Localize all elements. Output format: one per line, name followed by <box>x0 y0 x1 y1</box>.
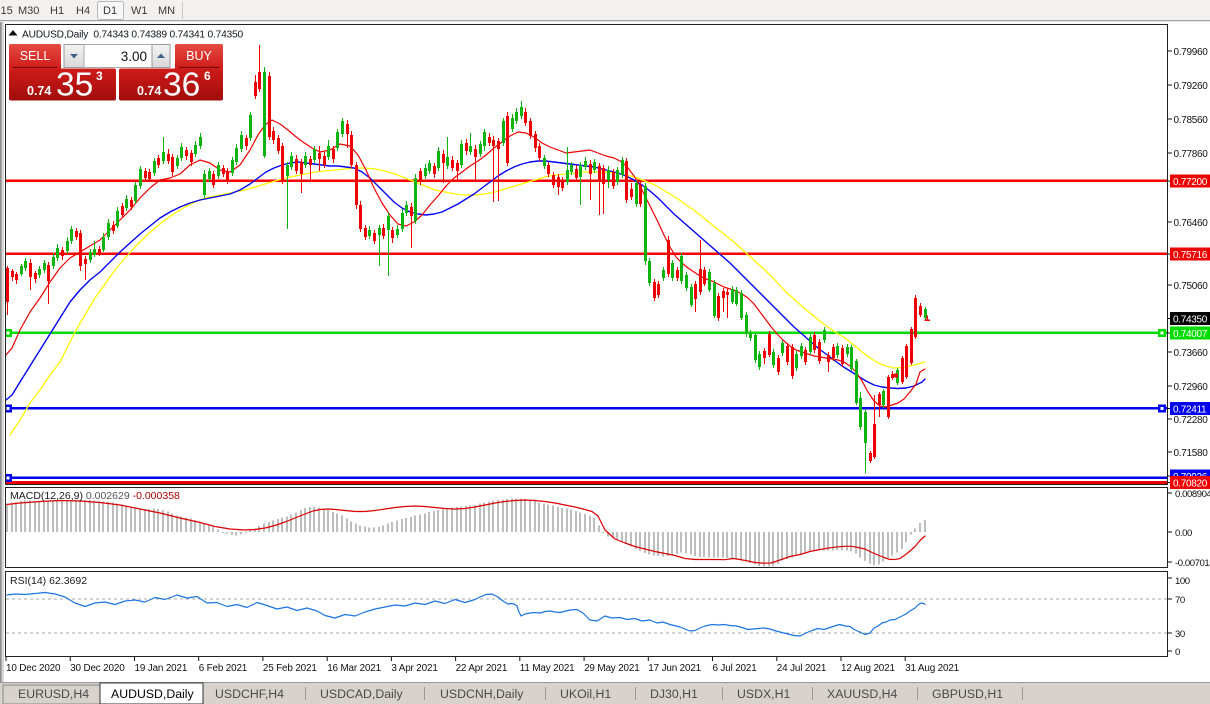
svg-text:0.74007: 0.74007 <box>1173 329 1208 340</box>
svg-text:RSI(14) 62.3692: RSI(14) 62.3692 <box>10 575 87 587</box>
svg-text:15: 15 <box>1 5 13 17</box>
svg-text:AUDUSD,Daily: AUDUSD,Daily <box>111 687 195 701</box>
svg-text:0.71580: 0.71580 <box>1174 448 1209 459</box>
svg-text:3 Apr 2021: 3 Apr 2021 <box>391 663 438 674</box>
svg-text:35: 35 <box>56 67 93 104</box>
svg-text:25 Feb 2021: 25 Feb 2021 <box>263 663 317 674</box>
svg-text:0.75716: 0.75716 <box>1173 250 1208 261</box>
svg-text:H1: H1 <box>50 5 64 17</box>
svg-text:17 Jun 2021: 17 Jun 2021 <box>648 663 701 674</box>
svg-text:0.00: 0.00 <box>1175 528 1192 539</box>
svg-text:3.00: 3.00 <box>121 49 147 64</box>
svg-text:31 Aug 2021: 31 Aug 2021 <box>905 663 959 674</box>
svg-text:H4: H4 <box>76 5 90 17</box>
svg-text:70: 70 <box>1175 595 1185 606</box>
svg-text:AUDUSD,Daily 0.74343 0.74389: AUDUSD,Daily 0.74343 0.74389 0.74341 0.7… <box>22 30 243 41</box>
svg-text:6: 6 <box>204 69 211 83</box>
svg-text:0.74350: 0.74350 <box>1173 315 1208 326</box>
svg-text:0.79960: 0.79960 <box>1174 47 1209 58</box>
svg-text:MN: MN <box>158 5 175 17</box>
svg-text:0.78560: 0.78560 <box>1174 115 1209 126</box>
svg-text:10 Dec 2020: 10 Dec 2020 <box>6 663 61 674</box>
svg-text:19 Jan 2021: 19 Jan 2021 <box>135 663 188 674</box>
svg-text:EURUSD,H4: EURUSD,H4 <box>18 687 89 701</box>
svg-text:UKOil,H1: UKOil,H1 <box>560 687 611 701</box>
svg-text:30 Dec 2020: 30 Dec 2020 <box>70 663 125 674</box>
svg-text:MACD(12,26,9) 0.002629 -0.0003: MACD(12,26,9) 0.002629 -0.000358 <box>10 490 180 502</box>
svg-text:D1: D1 <box>103 5 117 17</box>
svg-text:DJ30,H1: DJ30,H1 <box>650 687 698 701</box>
svg-text:GBPUSD,H1: GBPUSD,H1 <box>932 687 1003 701</box>
svg-text:USDCAD,Daily: USDCAD,Daily <box>320 687 404 701</box>
svg-text:6 Feb 2021: 6 Feb 2021 <box>199 663 248 674</box>
svg-text:12 Aug 2021: 12 Aug 2021 <box>841 663 895 674</box>
svg-text:0.72280: 0.72280 <box>1174 415 1209 426</box>
svg-text:6 Jul 2021: 6 Jul 2021 <box>713 663 758 674</box>
svg-text:3: 3 <box>96 69 103 83</box>
svg-text:0.74: 0.74 <box>137 84 161 98</box>
svg-text:0.75060: 0.75060 <box>1174 281 1209 292</box>
svg-text:0.73660: 0.73660 <box>1174 348 1209 359</box>
svg-text:36: 36 <box>163 67 200 104</box>
svg-text:0.72411: 0.72411 <box>1173 405 1207 416</box>
svg-text:USDCHF,H4: USDCHF,H4 <box>215 687 284 701</box>
svg-text:W1: W1 <box>131 5 148 17</box>
svg-text:USDCNH,Daily: USDCNH,Daily <box>440 687 524 701</box>
svg-text:29 May 2021: 29 May 2021 <box>584 663 640 674</box>
svg-text:-0.007013: -0.007013 <box>1175 558 1210 569</box>
svg-text:BUY: BUY <box>186 49 212 63</box>
svg-text:0.76460: 0.76460 <box>1174 218 1209 229</box>
svg-text:16 Mar 2021: 16 Mar 2021 <box>327 663 381 674</box>
svg-text:0.79260: 0.79260 <box>1174 81 1209 92</box>
svg-text:30: 30 <box>1175 629 1185 640</box>
svg-text:M30: M30 <box>18 5 39 17</box>
svg-text:XAUUSD,H4: XAUUSD,H4 <box>827 687 898 701</box>
svg-text:11 May 2021: 11 May 2021 <box>520 663 575 674</box>
svg-text:0.74: 0.74 <box>27 84 51 98</box>
svg-text:0.72960: 0.72960 <box>1174 382 1209 393</box>
svg-text:0.70820: 0.70820 <box>1173 479 1208 490</box>
svg-text:0.77860: 0.77860 <box>1174 149 1209 160</box>
svg-text:22 Apr 2021: 22 Apr 2021 <box>456 663 508 674</box>
svg-text:0.77200: 0.77200 <box>1173 177 1208 188</box>
svg-text:0.008904: 0.008904 <box>1175 489 1210 500</box>
svg-text:24 Jul 2021: 24 Jul 2021 <box>777 663 827 674</box>
svg-text:0: 0 <box>1175 647 1180 658</box>
svg-text:100: 100 <box>1175 576 1190 587</box>
svg-text:USDX,H1: USDX,H1 <box>737 687 790 701</box>
svg-text:SELL: SELL <box>20 49 51 63</box>
